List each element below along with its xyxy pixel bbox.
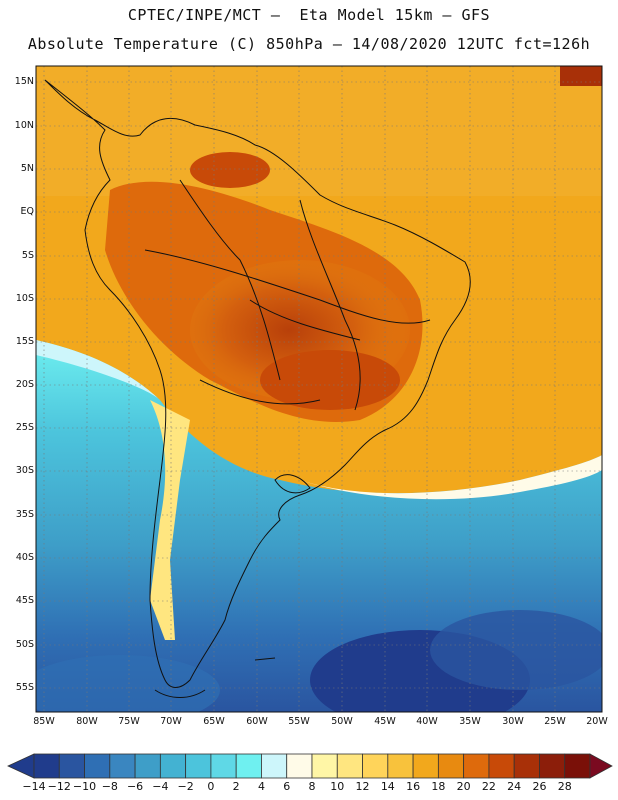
lon-label: 60W — [246, 716, 268, 727]
colorbar-swatch — [437, 753, 465, 779]
lat-label: 20S — [15, 379, 34, 390]
colorbar-tick-label: −2 — [177, 780, 194, 793]
colorbar-min-arrow — [7, 753, 35, 779]
lat-label: 45S — [15, 595, 34, 606]
lat-label: 5S — [21, 250, 34, 261]
lon-label: 40W — [416, 716, 438, 727]
lat-label: 40S — [15, 552, 34, 563]
colorbar-swatch — [261, 753, 288, 779]
colorbar-tick-label: 14 — [380, 780, 395, 793]
colorbar-swatch — [336, 753, 363, 779]
lon-label: 25W — [544, 716, 566, 727]
colorbar-swatch — [58, 753, 85, 779]
colorbar-swatch — [387, 753, 414, 779]
colorbar-tick-label: −10 — [72, 780, 97, 793]
coastlines-and-borders — [44, 79, 471, 698]
colorbar-swatch — [286, 753, 313, 779]
colorbar-swatch — [412, 753, 439, 779]
colorbar-tick-label: 24 — [507, 780, 522, 793]
lon-label: 35W — [459, 716, 481, 727]
colorbar-swatch — [109, 753, 136, 779]
lon-label: 80W — [76, 716, 98, 727]
lat-label: 25S — [15, 422, 34, 433]
colorbar-swatch — [185, 753, 212, 779]
colorbar-swatch — [159, 753, 187, 779]
colorbar-tick-label: −8 — [101, 780, 118, 793]
colorbar-tick-label: −4 — [152, 780, 169, 793]
colorbar-swatch — [84, 753, 111, 779]
lon-label: 70W — [160, 716, 182, 727]
colorbar-tick-label: −6 — [126, 780, 144, 793]
colorbar-swatch — [564, 753, 591, 779]
colorbar-swatch — [311, 753, 338, 779]
colorbar-tick-label: 26 — [532, 780, 547, 793]
colorbar-tick-label: 28 — [557, 780, 572, 793]
lon-label: 75W — [118, 716, 140, 727]
colorbar-tick-label: 20 — [456, 780, 471, 793]
colorbar-tick-label: 22 — [481, 780, 496, 793]
colorbar-tick-label: 16 — [406, 780, 421, 793]
colorbar — [7, 753, 613, 779]
colorbar-tick-label: 18 — [431, 780, 446, 793]
colorbar-swatch — [463, 753, 490, 779]
colorbar-swatch — [488, 753, 515, 779]
lat-label: EQ — [20, 206, 34, 217]
colorbar-swatch — [513, 753, 540, 779]
colorbar-swatch — [210, 753, 237, 779]
colorbar-tick-label: 12 — [355, 780, 370, 793]
lon-label: 45W — [374, 716, 396, 727]
lon-label: 85W — [33, 716, 55, 727]
lon-label: 30W — [502, 716, 524, 727]
lat-label: 15N — [14, 76, 34, 87]
colorbar-tick-label: 10 — [330, 780, 345, 793]
colorbar-tick-label: 6 — [283, 780, 291, 793]
lon-label: 55W — [288, 716, 310, 727]
colorbar-tick-label: 2 — [232, 780, 240, 793]
lon-label: 65W — [203, 716, 225, 727]
chart-title-line-1: CPTEC/INPE/MCT – Eta Model 15km – GFS — [127, 6, 491, 24]
temperature-field — [36, 66, 602, 712]
colorbar-swatch — [362, 753, 389, 779]
colorbar-swatch — [539, 753, 566, 779]
colorbar-swatch — [235, 753, 262, 779]
colorbar-tick-label: 4 — [257, 780, 265, 793]
lat-label: 30S — [15, 465, 34, 476]
lat-label: 55S — [15, 682, 34, 693]
lon-label: 50W — [331, 716, 353, 727]
colorbar-swatch — [33, 753, 60, 779]
colorbar-tick-label: 0 — [207, 780, 215, 793]
lat-label: 10S — [15, 293, 34, 304]
lon-label: 20W — [586, 716, 608, 727]
lat-label: 10N — [14, 120, 34, 131]
colorbar-swatch — [134, 753, 161, 779]
lat-label: 15S — [15, 336, 34, 347]
map-frame — [35, 65, 603, 713]
lat-label: 50S — [15, 639, 34, 650]
lat-label: 5N — [20, 163, 34, 174]
colorbar-tick-label: 8 — [308, 780, 316, 793]
lat-label: 35S — [15, 509, 34, 520]
colorbar-tick-label: −12 — [47, 780, 71, 793]
chart-title-line-2: Absolute Temperature (C) 850hPa – 14/08/… — [27, 35, 591, 53]
colorbar-tick-label: −14 — [22, 780, 46, 793]
colorbar-max-arrow — [589, 753, 613, 779]
